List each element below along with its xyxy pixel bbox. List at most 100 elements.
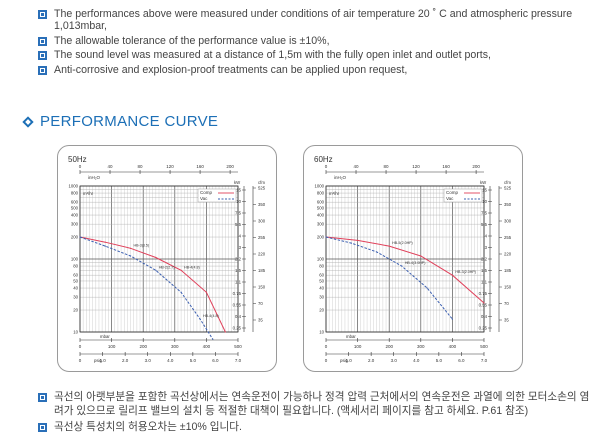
right-axis-kw-tick-label: 1.1: [235, 280, 242, 285]
spec-note-item: The sound level was measured at a distan…: [38, 49, 593, 61]
bottom-axis-psig-tick-label: 5.0: [436, 358, 443, 363]
bottom-axis-mbar-label: mbar: [100, 334, 110, 339]
right-axis-kw-tick-label: 4: [485, 234, 488, 239]
right-axis-kw-tick-label: 3: [239, 245, 242, 250]
right-axis-cfm-tick-label: 525: [504, 186, 512, 191]
series-line-vac: [325, 236, 453, 320]
right-axis-kw-tick-label: 0.55: [233, 303, 242, 308]
right-axis-cfm-tick-label: 525: [258, 186, 266, 191]
bottom-axis-mbar-tick-label: 400: [203, 344, 211, 349]
legend-label-vac: Vac: [200, 196, 208, 201]
bottom-axis-psig-tick-label: 7.0: [235, 358, 242, 363]
right-axis-cfm-label: cfm: [504, 180, 511, 185]
bottom-axis-mbar-tick-label: 0: [79, 344, 82, 349]
korean-notes-list: 곡선의 아랫부분을 포함한 곡선상에서는 연속운전이 가능하나 정격 압력 근처…: [38, 390, 593, 436]
right-axis-cfm-tick-label: 255: [258, 235, 266, 240]
section-title-text: PERFORMANCE CURVE: [40, 113, 219, 130]
chart-title: 60Hz: [314, 155, 333, 164]
curve-label: HB-2(2.7): [159, 265, 175, 269]
series-point: [388, 245, 390, 247]
legend-label-comp: Comp: [200, 190, 213, 195]
series-point: [451, 318, 453, 320]
chart-50hz: 50Hz 0 40 80 120 160 200 inH₂O 1000 800 600 500 400 3…: [57, 145, 277, 372]
spec-note-text: The allowable tolerance of the performan…: [54, 34, 330, 47]
left-axis-tick-label: 20: [319, 308, 324, 313]
right-axis-cfm-tick-label: 150: [504, 285, 512, 290]
curve-label: HB-4(3.0HP): [405, 261, 426, 265]
right-axis-cfm-label: cfm: [258, 180, 265, 185]
right-axis-cfm-tick-label: 185: [258, 268, 266, 273]
series-point: [426, 287, 428, 289]
top-axis-tick-label: 40: [354, 164, 360, 169]
left-axis-tick-label: 800: [317, 191, 325, 196]
left-axis-label: m³/hr: [329, 191, 340, 196]
bottom-axis-psig-tick-label: 2.0: [122, 358, 129, 363]
right-axis-kw-tick-label: 0.25: [479, 326, 488, 331]
left-axis-tick-label: 50: [73, 278, 78, 283]
series-point: [483, 302, 485, 304]
series-point: [224, 331, 226, 333]
series-point: [180, 269, 182, 271]
bottom-axis-psig-tick-label: 3.0: [145, 358, 152, 363]
curve-label: HB-5(2.0HP): [392, 241, 413, 245]
top-axis-tick-label: 120: [412, 164, 420, 169]
left-axis-tick-label: 1000: [314, 184, 324, 189]
series-point: [375, 251, 378, 253]
right-axis-kw-tick-label: 0.4: [235, 314, 242, 319]
right-axis-kw-tick-label: 0.75: [479, 291, 488, 296]
right-axis-kw-tick-label: 7.5: [481, 211, 488, 216]
right-axis-kw-tick-label: 15: [482, 188, 487, 193]
right-axis-kw-tick-label: 0.25: [233, 326, 242, 331]
series-point: [325, 236, 327, 238]
left-axis-tick-label: 30: [73, 295, 78, 300]
legend-label-vac: Vac: [446, 196, 454, 201]
series-point: [104, 241, 106, 243]
chart-60hz: 60Hz 0 40 80 120 160 200 inH₂O 1000 800 600 500 400 3…: [303, 145, 523, 372]
top-axis-label: inH₂O: [334, 175, 346, 180]
right-axis-kw-tick-label: 0.75: [233, 291, 242, 296]
bottom-axis-mbar-tick-label: 100: [354, 344, 362, 349]
bottom-axis-mbar-tick-label: 300: [417, 344, 425, 349]
left-axis-tick-label: 400: [71, 213, 79, 218]
right-axis-cfm-tick-label: 255: [504, 235, 512, 240]
series-point: [451, 274, 453, 276]
top-axis-tick-label: 80: [138, 164, 144, 169]
curve-label: HB-4(4.8): [203, 314, 219, 318]
left-axis-tick-label: 300: [317, 222, 325, 227]
left-axis-tick-label: 300: [71, 222, 79, 227]
right-axis-kw-tick-label: 2.2: [481, 257, 488, 262]
korean-note-text: 곡선의 아랫부분을 포함한 곡선상에서는 연속운전이 가능하나 정격 압력 근처…: [54, 391, 590, 417]
bottom-axis-mbar-tick-label: 500: [480, 344, 488, 349]
left-axis-tick-label: 80: [73, 264, 78, 269]
bottom-axis-psig-tick-label: 1.0: [99, 358, 106, 363]
top-axis-tick-label: 200: [226, 164, 234, 169]
bullet-icon: [38, 423, 47, 432]
bottom-axis-psig-tick-label: 7.0: [481, 358, 488, 363]
left-axis-tick-label: 30: [319, 295, 324, 300]
left-axis-tick-label: 60: [319, 273, 324, 278]
left-axis-tick-label: 10: [319, 330, 324, 335]
top-axis-tick-label: 80: [384, 164, 390, 169]
right-axis-kw-label: kW: [234, 180, 241, 185]
right-axis-cfm-tick-label: 185: [504, 268, 512, 273]
right-axis-cfm-tick-label: 300: [258, 219, 266, 224]
bottom-axis-psig-tick-label: 6.0: [212, 358, 219, 363]
right-axis-kw-tick-label: 2.2: [235, 257, 242, 262]
right-axis-kw-tick-label: 0.55: [479, 303, 488, 308]
series-point: [129, 247, 132, 249]
top-axis-tick-label: 200: [472, 164, 480, 169]
series-point: [155, 256, 157, 259]
bottom-axis-mbar-tick-label: 100: [108, 344, 116, 349]
chart-title: 50Hz: [68, 155, 87, 164]
left-axis-label: m³/hr: [83, 191, 94, 196]
right-axis-kw-tick-label: 5.5: [235, 222, 242, 227]
left-axis-tick-label: 400: [317, 213, 325, 218]
left-axis-tick-label: 1000: [68, 184, 78, 189]
bullet-icon: [38, 51, 47, 61]
right-axis-kw-tick-label: 1.5: [235, 268, 242, 273]
series-point: [212, 338, 214, 340]
left-axis-tick-label: 200: [71, 235, 79, 240]
series-point: [357, 239, 359, 241]
